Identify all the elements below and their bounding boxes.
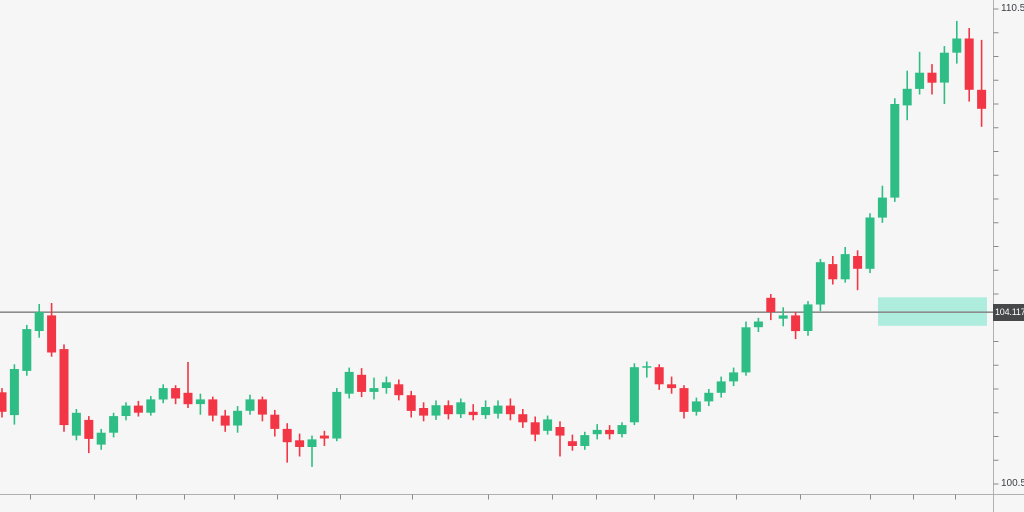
candle-body — [605, 429, 615, 435]
candle-body — [592, 429, 602, 435]
candle-body — [319, 435, 329, 439]
candle-body — [34, 312, 44, 331]
candle-body — [939, 52, 949, 83]
candle-body — [530, 422, 540, 435]
candle-body — [133, 405, 143, 413]
candle-body — [481, 407, 491, 416]
candle-body — [282, 428, 292, 443]
price-line-value-tag: 104.117 — [993, 303, 1024, 321]
candle-body — [71, 412, 81, 436]
price-axis-ticks — [993, 8, 999, 485]
candle-body — [295, 440, 305, 447]
candle-body — [171, 388, 181, 399]
candle-body — [567, 441, 577, 446]
candle-body — [456, 402, 466, 415]
candle-body — [927, 72, 937, 83]
candle-body — [344, 371, 354, 394]
candle-body — [766, 297, 776, 312]
candle-body — [617, 425, 627, 435]
candle-body — [47, 315, 57, 353]
candle-body — [642, 366, 652, 368]
candle-body — [406, 395, 416, 411]
candle-body — [518, 414, 528, 423]
candle-body — [815, 262, 825, 305]
candle-body — [22, 329, 32, 371]
candle-body — [394, 384, 404, 396]
candle-body — [654, 367, 664, 385]
candle-body — [369, 388, 379, 392]
candle-body — [543, 419, 553, 431]
candle-body — [381, 382, 391, 388]
candle-body — [877, 197, 887, 218]
candle-body — [257, 399, 267, 415]
candle-body — [270, 414, 280, 429]
candle-body — [629, 367, 639, 423]
candle-body — [468, 411, 478, 416]
time-axis-ticks — [30, 494, 956, 500]
candle-body — [679, 388, 689, 412]
candle-body — [357, 374, 367, 392]
candle-body — [977, 89, 987, 109]
candle-body — [580, 435, 590, 446]
candle-body — [902, 88, 912, 106]
candle-body — [96, 432, 106, 445]
candlestick-series — [0, 20, 987, 467]
candle-body — [146, 399, 156, 413]
candle-body — [964, 38, 974, 90]
candle-body — [109, 416, 119, 433]
candle-body — [704, 392, 714, 402]
candle-body — [828, 264, 838, 280]
candle-body — [840, 254, 850, 280]
candle-body — [853, 256, 863, 269]
candle-body — [741, 327, 751, 373]
candle-body — [233, 410, 243, 426]
candle-body — [915, 72, 925, 89]
candle-body — [729, 372, 739, 382]
candle-body — [158, 388, 168, 400]
price-axis-label-bottom: 100.5 — [1001, 478, 1024, 489]
candle-body — [865, 217, 875, 269]
candle-body — [691, 401, 701, 412]
candle-body — [419, 408, 429, 416]
candle-body — [716, 381, 726, 393]
candle-body — [84, 419, 94, 439]
candle-body — [9, 369, 19, 416]
candle-body — [952, 38, 962, 53]
candle-body — [220, 415, 230, 426]
candle-body — [431, 405, 441, 416]
candle-body — [493, 405, 503, 414]
candle-body — [803, 304, 813, 331]
candle-body — [753, 321, 763, 328]
candle-body — [332, 391, 342, 439]
candle-body — [443, 405, 453, 415]
price-axis-label-top: 110.5 — [1001, 3, 1024, 14]
candle-body — [121, 405, 131, 416]
candle-body — [0, 392, 7, 412]
candle-body — [778, 315, 788, 319]
candle-body — [890, 104, 900, 198]
candle-body — [59, 349, 69, 426]
candle-body — [791, 315, 801, 332]
candle-body — [307, 439, 317, 447]
candle-body — [195, 399, 205, 405]
candle-body — [505, 405, 515, 415]
candle-body — [555, 427, 565, 436]
candle-body — [245, 399, 255, 411]
candle-body — [183, 392, 193, 405]
candle-body — [208, 399, 218, 416]
candle-body — [667, 384, 677, 389]
